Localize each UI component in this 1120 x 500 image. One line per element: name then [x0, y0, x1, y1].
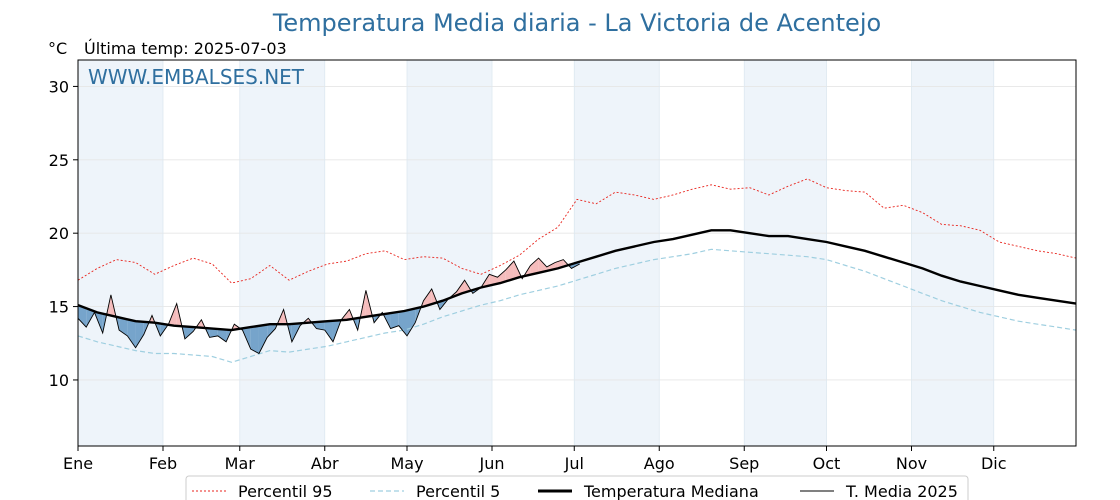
month-band — [239, 60, 325, 446]
above-median-fill — [530, 258, 539, 275]
chart-title: Temperatura Media diaria - La Victoria d… — [272, 9, 881, 37]
legend-label-p95: Percentil 95 — [238, 482, 333, 500]
below-median-fill — [250, 325, 259, 354]
legend-box — [185, 475, 969, 500]
month-band — [407, 60, 493, 446]
gridlines — [77, 60, 1076, 446]
below-median-fill — [267, 324, 276, 338]
y-tick-label: 20 — [49, 224, 69, 243]
x-tick-label: Oct — [813, 454, 841, 473]
below-median-fill — [209, 328, 218, 338]
series-line-percentil-5 — [77, 248, 1077, 363]
below-median-fill — [78, 305, 87, 328]
plot-frame — [77, 59, 1077, 447]
above-median-fill — [489, 274, 498, 286]
x-tick-label: Nov — [896, 454, 927, 473]
month-band — [574, 60, 660, 446]
series-lines — [77, 178, 1077, 363]
x-tick-label: Abr — [311, 454, 339, 473]
unit-label: °C — [48, 39, 67, 58]
below-median-fill — [258, 324, 268, 354]
y-tick-label: 30 — [49, 77, 69, 96]
y-tick-label: 10 — [49, 371, 69, 390]
x-tick-label: May — [390, 454, 423, 473]
below-median-fill — [390, 311, 399, 329]
x-tick-label: Feb — [149, 454, 177, 473]
x-tick-label: Ene — [63, 454, 93, 473]
below-median-fill — [135, 321, 144, 348]
last-temp-label: Última temp: 2025-07-03 — [84, 39, 287, 58]
x-tick-label: Dic — [981, 454, 1007, 473]
above-median-fill — [423, 288, 432, 307]
legend-label-2025: T. Media 2025 — [845, 482, 958, 500]
x-tick-label: Jul — [564, 454, 584, 473]
x-axis: Ene Feb Mar Abr May Jun Jul Ago Sep Oct Nov Dic — [63, 446, 1007, 473]
month-band — [78, 60, 163, 446]
above-median-fill — [456, 280, 465, 296]
legend: Percentil 95 Percentil 5 Temperatura Med… — [185, 475, 969, 500]
y-tick-label: 25 — [49, 151, 69, 170]
above-median-fill — [497, 269, 506, 284]
watermark: WWW.EMBALSES.NET — [88, 65, 305, 89]
month-bands — [78, 60, 994, 446]
series-line-temperatura-mediana — [77, 229, 1077, 332]
below-median-fill — [316, 321, 325, 331]
below-median-fill — [127, 319, 136, 348]
x-tick-label: Mar — [225, 454, 256, 473]
series-line-percentil-95 — [77, 178, 1077, 284]
x-tick-label: Sep — [729, 454, 759, 473]
x-tick-label: Ago — [644, 454, 675, 473]
legend-label-median: Temperatura Mediana — [583, 482, 759, 500]
y-tick-label: 15 — [49, 298, 69, 317]
below-median-fill — [324, 320, 333, 342]
month-band — [911, 60, 994, 446]
below-median-fill — [398, 310, 408, 336]
legend-label-p5: Percentil 5 — [416, 482, 500, 500]
below-median-fill — [184, 326, 194, 339]
below-median-fill — [217, 329, 227, 342]
below-median-fill — [86, 308, 95, 328]
above-median-fill — [505, 261, 514, 282]
y-axis: 10 15 20 25 30 — [49, 77, 78, 390]
x-tick-label: Jun — [479, 454, 505, 473]
above-median-fill — [538, 258, 547, 273]
series-line-t-media-2025 — [77, 257, 580, 355]
